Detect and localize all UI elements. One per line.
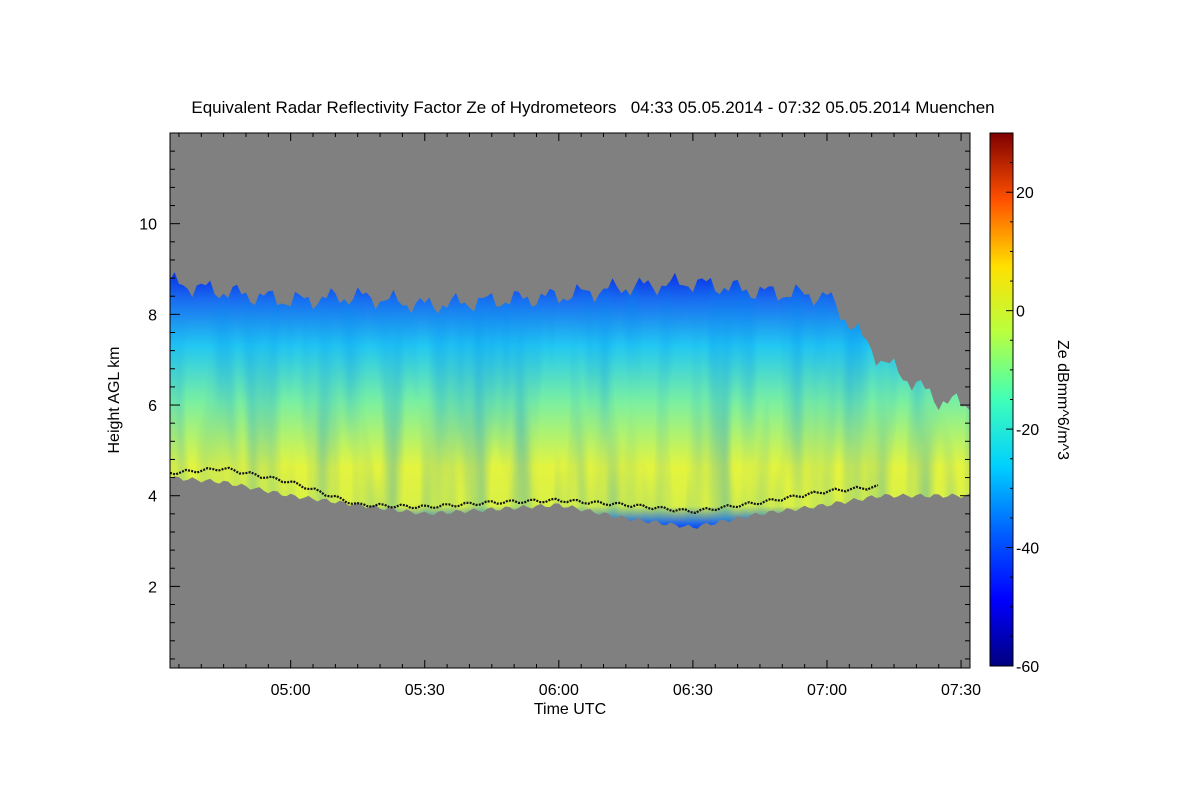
melting-layer-line	[170, 466, 879, 515]
plot-frame	[169, 132, 971, 669]
colorbar-ticks: -60 -40 -20 0 20	[1006, 132, 1039, 676]
y-axis: 2 4 6 8 10	[139, 132, 970, 660]
colorbar	[989, 132, 1014, 667]
x-tick-label: 05:00	[271, 682, 311, 699]
colorbar-tick-label: -20	[1016, 422, 1039, 439]
colorbar-tick-label: -60	[1016, 659, 1039, 676]
x-axis-label: Time UTC	[534, 701, 606, 718]
y-axis-label: Height AGL km	[106, 346, 123, 453]
x-axis: 05:00 05:30 06:00 06:30 07:00 07:30	[178, 133, 981, 699]
colorbar-tick-label: 20	[1016, 185, 1034, 202]
y-tick-label: 4	[148, 489, 157, 506]
colorbar-tick-label: -40	[1016, 541, 1039, 558]
y-tick-label: 8	[148, 307, 157, 324]
y-tick-label: 6	[148, 398, 157, 415]
colorbar-label: Ze dBmm^6/m^3	[1054, 340, 1071, 460]
chart-title: Equivalent Radar Reflectivity Factor Ze …	[191, 98, 995, 117]
reflectivity-field	[170, 272, 970, 529]
fall-streaks	[170, 272, 970, 529]
y-tick-label: 10	[139, 217, 157, 234]
x-tick-label: 06:30	[673, 682, 713, 699]
y-tick-label: 2	[148, 579, 157, 596]
x-tick-label: 07:30	[941, 682, 981, 699]
x-tick-label: 06:00	[539, 682, 579, 699]
colorbar-tick-label: 0	[1016, 304, 1025, 321]
x-tick-label: 05:30	[405, 682, 445, 699]
x-tick-label: 07:00	[807, 682, 847, 699]
